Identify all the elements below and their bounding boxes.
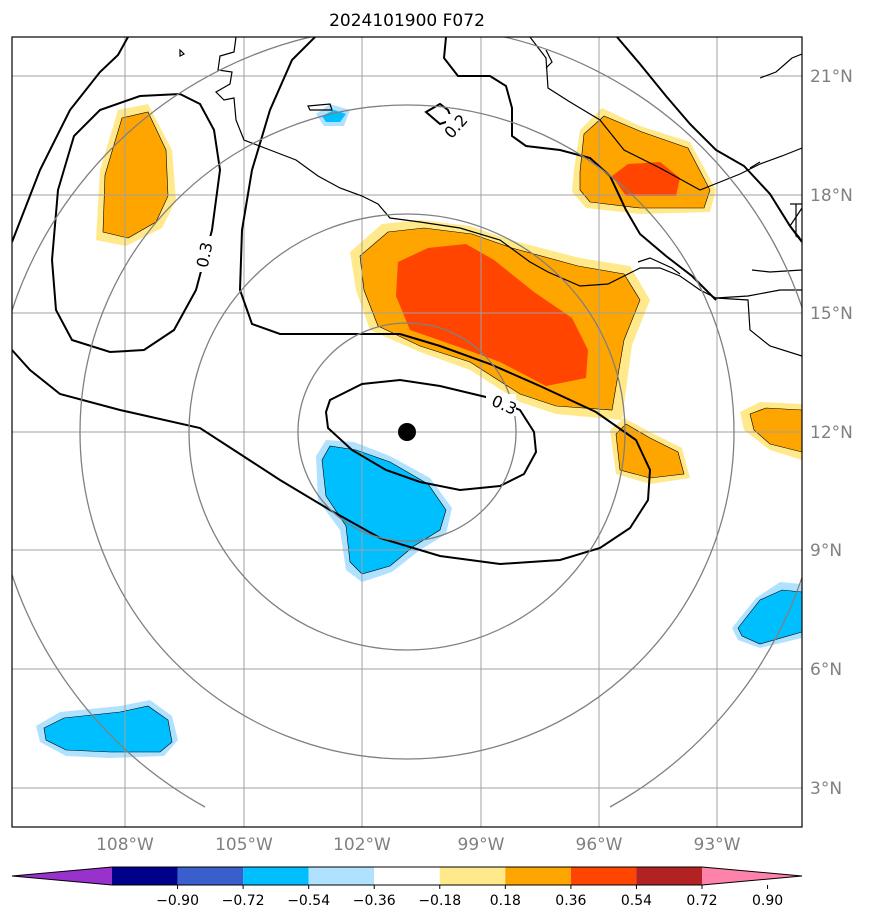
range-rings (12, 37, 802, 808)
colorbar-segment (570, 867, 637, 885)
positive-anomaly-southern-mexico (350, 220, 650, 420)
lat-label-21: 21°N (810, 67, 853, 87)
lat-label-3: 3°N (810, 779, 842, 799)
map-frame (11, 36, 803, 828)
coastlines (179, 37, 802, 357)
colorbar: −0.90 −0.72 −0.54 −0.36 −0.18 0.18 0.36 0.54 0.7… (11, 866, 803, 909)
lon-label-105: 105°W (215, 835, 273, 855)
colorbar-tick-label: −0.36 (353, 893, 396, 909)
lat-label-15: 15°N (810, 304, 853, 324)
lon-label-96: 96°W (576, 835, 623, 855)
colorbar-segment (505, 867, 571, 885)
negative-anomaly-east (316, 104, 802, 648)
positive-anomaly-mexico-west (96, 104, 176, 246)
colorbar-segment (636, 867, 702, 885)
map-area: 0.3 0.3 0.2 (12, 37, 802, 827)
colorbar-tick-label: 0.72 (686, 893, 717, 909)
longitude-labels: 108°W 105°W 102°W 99°W 96°W 93°W (96, 835, 741, 855)
colorbar-segment (308, 867, 375, 885)
colorbar-segment (243, 867, 309, 885)
lon-label-108: 108°W (96, 835, 154, 855)
colorbar-tick-label: 0.54 (621, 893, 652, 909)
figure-title: 2024101900 F072 (329, 11, 485, 31)
lon-label-102: 102°W (333, 835, 391, 855)
colorbar-tick-label: 0.18 (490, 893, 521, 909)
negative-anomaly-southwest (36, 700, 178, 758)
lat-label-9: 9°N (810, 541, 842, 561)
contour-label-west: 0.3 (193, 240, 217, 269)
contours (12, 37, 802, 566)
lat-label-12: 12°N (810, 423, 853, 443)
colorbar-tick-label: 0.36 (555, 893, 586, 909)
positive-anomaly-gulf (572, 108, 716, 214)
colorbar-segment (177, 867, 244, 885)
storm-center-marker (398, 423, 416, 441)
colorbar-tick-label: −0.18 (418, 893, 461, 909)
colorbar-segment (112, 867, 178, 885)
colorbar-tick-label: 0.90 (752, 893, 783, 909)
colorbar-extend-low (12, 867, 112, 885)
lon-label-93: 93°W (694, 835, 741, 855)
colorbar-extend-high (702, 867, 802, 885)
colorbar-segment (439, 867, 506, 885)
negative-anomaly-center (316, 440, 452, 582)
colorbar-tick-label: −0.90 (156, 893, 199, 909)
colorbar-outline (11, 866, 803, 886)
lat-label-6: 6°N (810, 660, 842, 680)
lat-label-18: 18°N (810, 186, 853, 206)
colorbar-tick-label: −0.72 (222, 893, 265, 909)
colorbar-tick-label: −0.54 (287, 893, 330, 909)
lon-label-99: 99°W (458, 835, 505, 855)
colorbar-segment (374, 867, 440, 885)
positive-anomaly-east-small (610, 402, 802, 484)
latitude-labels: 21°N 18°N 15°N 12°N 9°N 6°N 3°N (810, 67, 853, 799)
graticule (12, 37, 802, 827)
